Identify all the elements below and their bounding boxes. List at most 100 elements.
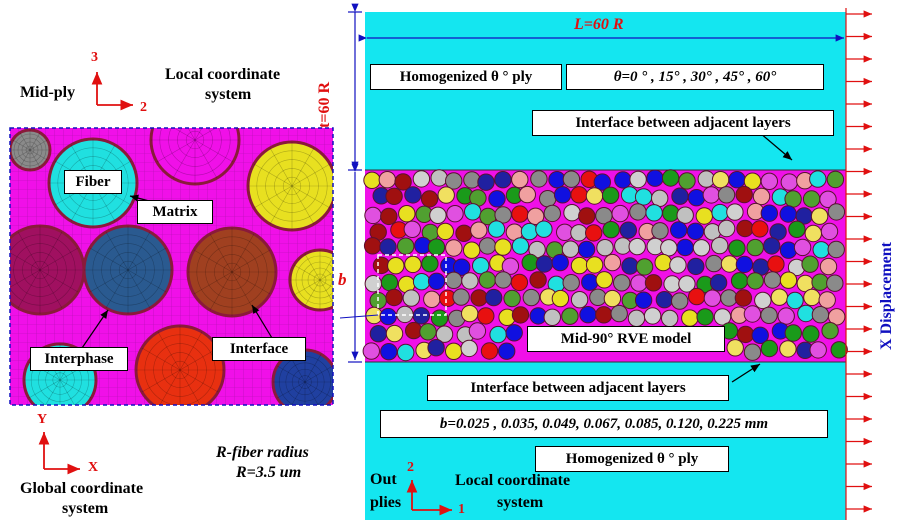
rve-fiber <box>398 205 416 223</box>
rve-fiber <box>577 240 596 259</box>
zoom-fiber-mesh-ring <box>22 252 58 288</box>
zoom-fiber-mesh-spoke <box>59 379 92 399</box>
rve-fiber <box>669 256 687 274</box>
zoom-fiber-mesh-spoke <box>10 269 41 288</box>
rve-fiber <box>385 324 404 343</box>
rve-fiber <box>779 340 797 358</box>
rve-fiber <box>530 170 548 188</box>
zoom-fiber-mesh-spoke <box>253 163 293 187</box>
rve-fiber <box>570 186 588 204</box>
zoom-fiber-mesh-spoke <box>17 231 41 271</box>
rve-fiber <box>735 255 754 274</box>
rve-fiber <box>394 173 412 191</box>
rve-fiber <box>446 205 464 223</box>
axis-2-label: 2 <box>140 100 147 115</box>
rve-fiber <box>676 206 694 224</box>
rve-fiber <box>494 238 512 256</box>
rve-fiber <box>726 339 744 357</box>
zoom-fiber-mesh-spoke <box>293 279 321 296</box>
rve-fiber <box>543 308 561 326</box>
zoom-fiber-mesh-spoke <box>45 379 61 405</box>
radius-note-line2: R=3.5 um <box>236 464 302 481</box>
zoom-fiber-mesh-spoke <box>231 271 255 311</box>
rve-fiber <box>423 290 441 308</box>
rve-fiber <box>380 273 399 292</box>
rve-fiber <box>494 171 512 189</box>
rve-fiber <box>463 241 481 259</box>
length-label: L=60 R <box>574 16 624 33</box>
rve-fiber <box>543 204 561 223</box>
zoom-fiber-mesh-spoke <box>291 381 306 405</box>
rve-fiber <box>603 289 622 308</box>
zoom-fiber-mesh-spoke <box>105 231 129 271</box>
mid-ply-axes <box>91 72 133 111</box>
zoom-fiber-mesh-ring <box>57 147 129 219</box>
zoom-fiber-mesh-spoke <box>172 139 196 179</box>
rve-fiber <box>767 255 785 273</box>
rve-fiber <box>518 185 536 204</box>
rve-fiber <box>485 288 503 307</box>
interface-bottom-pointer <box>731 363 761 383</box>
rve-fiber <box>793 238 812 257</box>
rve-fiber <box>468 322 487 340</box>
zoom-panel-border <box>9 127 334 406</box>
rve-fiber <box>654 253 672 272</box>
rve-fiber <box>480 342 499 360</box>
local-coord-caption-line2: system <box>205 86 252 103</box>
zoom-fiber-mesh-spoke <box>127 231 151 271</box>
rve-fiber <box>681 309 699 327</box>
rve-fiber <box>522 288 540 307</box>
rve-fiber <box>596 239 614 257</box>
rve-fiber <box>379 307 397 326</box>
zoom-fiber-mesh-spoke <box>19 149 31 168</box>
zoom-fiber-mesh-ring <box>313 273 327 287</box>
zoom-fiber-mesh-spoke <box>10 252 41 271</box>
zoom-fiber-mesh-spoke <box>105 269 129 309</box>
zoom-fiber-mesh-spoke <box>194 139 218 179</box>
rve-fiber <box>802 325 820 343</box>
rve-fiber <box>651 222 669 240</box>
rve-fiber <box>711 203 729 222</box>
zoom-fiber-mesh-ring <box>159 128 231 176</box>
rve-fiber <box>461 304 479 323</box>
rve-fiber <box>364 206 382 225</box>
rve-fiber <box>445 271 463 289</box>
rve-fiber <box>735 185 753 204</box>
rve-fiber <box>809 341 827 359</box>
rve-fiber <box>503 289 521 308</box>
zoom-fiber-mesh-ring <box>196 236 268 308</box>
rve-fiber <box>453 258 471 276</box>
zoom-fiber-mesh-spoke <box>159 369 181 405</box>
rve-fiber <box>678 275 696 293</box>
rve-fiber <box>470 289 488 307</box>
zoom-fiber-mesh-ring <box>30 260 50 280</box>
rve-fiber <box>752 187 771 206</box>
zoom-fiber-mesh-spoke <box>141 347 181 371</box>
interface-top-label: Interface between adjacent layers <box>532 110 834 136</box>
rve-fiber <box>751 326 769 344</box>
rve-fiber <box>651 189 669 208</box>
thickness-label: t=60 R <box>316 82 333 128</box>
rve-fiber <box>611 204 629 223</box>
rve-fiber <box>551 253 569 272</box>
zoom-fiber-mesh-ring <box>205 245 259 299</box>
rve-fiber <box>760 172 778 191</box>
rve-fiber <box>736 325 755 344</box>
rve-fiber <box>529 271 547 289</box>
rve-fiber <box>562 170 581 188</box>
zoom-fiber-mesh-spoke <box>304 381 333 399</box>
zoom-fiber-mesh-spoke <box>269 185 293 225</box>
rve-fiber <box>804 224 822 243</box>
rve-fiber <box>751 220 769 238</box>
zoom-fiber-mesh-spoke <box>39 269 79 293</box>
rve-fiber <box>711 171 730 189</box>
zoom-fiber-mesh-ring <box>144 334 216 405</box>
b-values-label: b=0.025 , 0.035, 0.049, 0.067, 0.085, 0.… <box>380 410 828 438</box>
zoom-fiber-mesh-spoke <box>141 369 181 393</box>
rve-fiber <box>427 272 446 290</box>
zoom-fiber-mesh-ring <box>285 362 325 402</box>
zoom-fiber-mesh-spoke <box>319 279 333 288</box>
axis-x-label: X <box>88 460 99 475</box>
rve-fiber <box>585 256 604 274</box>
